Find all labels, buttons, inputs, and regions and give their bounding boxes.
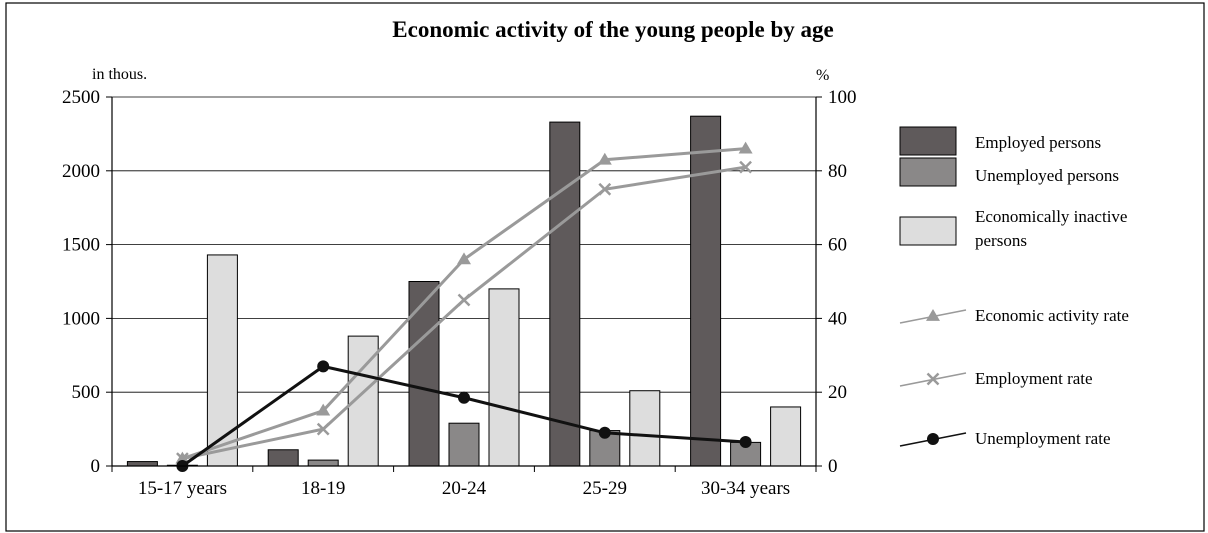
left-tick-label: 0 — [91, 456, 101, 477]
left-axis-unit: in thous. — [92, 66, 147, 83]
bar — [206, 254, 238, 467]
left-tick-label: 2000 — [62, 161, 100, 182]
right-tick-label: 20 — [828, 382, 847, 403]
circle-marker — [739, 436, 752, 449]
legend-label: Economic activity rate — [975, 306, 1129, 325]
left-tick-label: 500 — [72, 382, 101, 403]
legend-label-line: Economically inactive — [975, 207, 1127, 226]
x-marker-stroke — [739, 160, 752, 174]
left-tick-label: 2500 — [62, 87, 100, 108]
triangle-marker — [926, 309, 940, 321]
bar — [629, 390, 661, 467]
x-marker — [316, 422, 330, 436]
bar — [408, 281, 440, 467]
legend: Employed persons Unemployed persons Econom… — [899, 126, 1129, 448]
circle-marker — [598, 426, 611, 439]
bar — [549, 121, 581, 467]
x-tick-label: 15-17 years — [138, 478, 227, 499]
x-tick-label: 20-24 — [442, 478, 487, 499]
x-marker-stroke — [598, 182, 612, 196]
legend-label-line: persons — [975, 231, 1027, 250]
right-tick-label: 100 — [828, 87, 857, 108]
axes — [106, 96, 822, 472]
triangle-marker — [738, 141, 753, 154]
right-tick-label: 60 — [828, 235, 847, 256]
x-marker — [598, 182, 612, 196]
legend-label: Economically inactive persons — [975, 207, 1127, 250]
legend-label: Employment rate — [975, 369, 1093, 388]
legend-swatch — [899, 216, 957, 246]
left-tick-label: 1000 — [62, 308, 100, 329]
rate-lines — [175, 141, 753, 472]
x-marker — [739, 160, 752, 174]
bar — [448, 422, 480, 467]
right-tick-label: 40 — [828, 308, 847, 329]
bar — [126, 461, 158, 467]
circle-marker — [927, 433, 939, 445]
bar — [267, 449, 299, 467]
tick-labels: 0 500 1000 1500 2000 2500 0 20 40 60 80 100 15-17 ye… — [62, 87, 857, 499]
x-marker — [926, 372, 940, 386]
triangle-marker — [457, 252, 471, 265]
right-tick-label: 0 — [828, 456, 838, 477]
legend-swatch — [899, 126, 957, 156]
x-marker-stroke — [316, 422, 330, 436]
x-marker-stroke — [926, 372, 940, 386]
legend-swatch — [899, 157, 957, 187]
bar — [690, 115, 722, 467]
legend-label: Unemployment rate — [975, 429, 1111, 448]
right-axis-unit: % — [816, 67, 829, 84]
bar — [488, 288, 520, 467]
circle-marker — [317, 360, 330, 373]
legend-label: Unemployed persons — [975, 166, 1119, 185]
right-tick-label: 80 — [828, 161, 847, 182]
left-tick-label: 1500 — [62, 235, 100, 256]
x-marker-stroke — [457, 293, 471, 307]
triangle-marker — [597, 152, 612, 165]
legend-label: Employed persons — [975, 133, 1101, 152]
bar — [307, 459, 339, 467]
x-tick-label: 18-19 — [301, 478, 345, 499]
x-marker — [457, 293, 471, 307]
x-tick-label: 30-34 years — [701, 478, 790, 499]
circle-marker — [458, 391, 470, 404]
x-tick-label: 25-29 — [583, 478, 627, 499]
chart-title: Economic activity of the young people by… — [392, 17, 833, 42]
triangle-marker — [316, 403, 331, 416]
bar — [770, 406, 802, 467]
